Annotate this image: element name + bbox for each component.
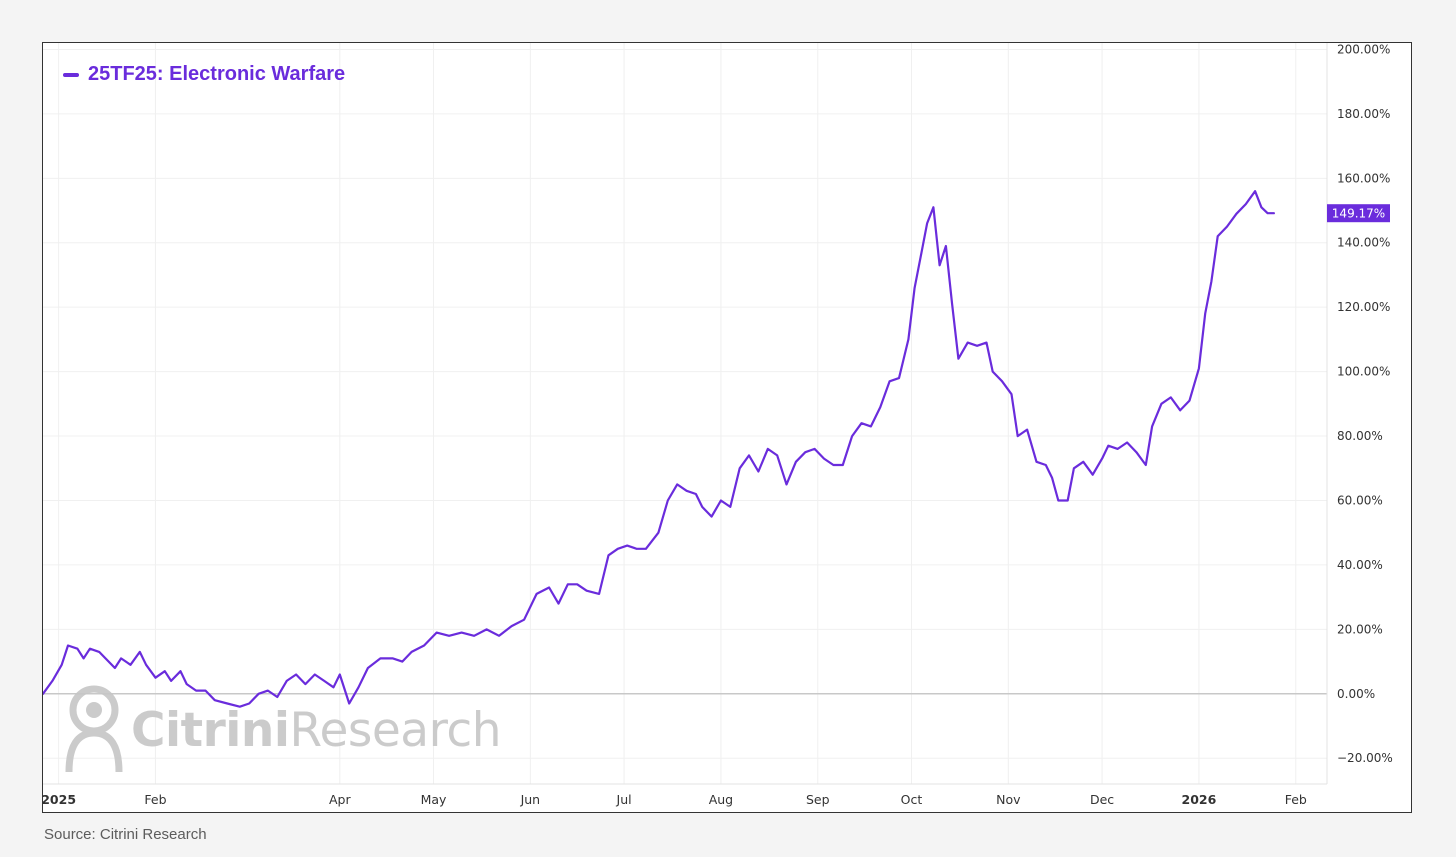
y-tick-label: 200.00% bbox=[1337, 43, 1390, 56]
citrini-logo-icon bbox=[65, 685, 123, 773]
x-tick-label: Jun bbox=[520, 792, 541, 807]
last-value-marker: 149.17% bbox=[1327, 204, 1390, 223]
y-tick-label: 140.00% bbox=[1337, 236, 1390, 250]
watermark-bold: Citrini bbox=[131, 702, 290, 758]
y-tick-label: 40.00% bbox=[1337, 558, 1383, 572]
series-layer bbox=[43, 190, 1275, 708]
y-axis-ticks: 200.00% 180.00% 160.00% 140.00% 120.00% 100.0… bbox=[1337, 43, 1393, 765]
line-chart: 200.00% 180.00% 160.00% 140.00% 120.00% 100.0… bbox=[43, 43, 1393, 807]
x-axis-ticks: 2025 Feb Apr May Jun Jul Aug Sep Oct Nov Dec 2026 Fe… bbox=[43, 792, 1307, 807]
source-caption: Source: Citrini Research bbox=[44, 826, 207, 843]
x-tick-label: Dec bbox=[1090, 792, 1114, 807]
x-tick-label: Apr bbox=[329, 792, 351, 807]
y-tick-label: 0.00% bbox=[1337, 687, 1375, 701]
y-tick-label: 120.00% bbox=[1337, 300, 1390, 314]
x-tick-label: Nov bbox=[996, 792, 1021, 807]
last-value-badge bbox=[1327, 204, 1390, 223]
watermark-rest: Research bbox=[289, 702, 502, 758]
last-value-label: 149.17% bbox=[1332, 207, 1385, 221]
x-tick-label: Feb bbox=[1285, 792, 1307, 807]
x-tick-label: Sep bbox=[806, 792, 830, 807]
y-tick-label: 20.00% bbox=[1337, 622, 1383, 636]
x-tick-label: Aug bbox=[709, 792, 733, 807]
x-tick-label: Jul bbox=[616, 792, 632, 807]
legend-swatch bbox=[63, 72, 79, 77]
x-tick-label: Oct bbox=[901, 792, 923, 807]
y-tick-label: 100.00% bbox=[1337, 365, 1390, 379]
chart-frame: 200.00% 180.00% 160.00% 140.00% 120.00% 100.0… bbox=[42, 42, 1412, 813]
x-tick-label: 2025 bbox=[43, 792, 76, 807]
x-tick-label: Feb bbox=[144, 792, 166, 807]
y-tick-label: 80.00% bbox=[1337, 429, 1383, 443]
watermark: CitriniResearch bbox=[65, 683, 502, 777]
y-tick-label: −20.00% bbox=[1337, 751, 1393, 765]
x-tick-label: May bbox=[421, 792, 447, 807]
legend-series-name: 25TF25: Electronic Warfare bbox=[88, 63, 346, 85]
grid-lines bbox=[43, 43, 1327, 784]
y-tick-label: 160.00% bbox=[1337, 171, 1390, 185]
x-tick-label: 2026 bbox=[1182, 792, 1217, 807]
watermark-text: CitriniResearch bbox=[131, 702, 502, 758]
y-tick-label: 60.00% bbox=[1337, 493, 1383, 507]
y-tick-label: 180.00% bbox=[1337, 107, 1390, 121]
legend: 25TF25: Electronic Warfare bbox=[63, 63, 345, 86]
series-line bbox=[43, 190, 1275, 708]
